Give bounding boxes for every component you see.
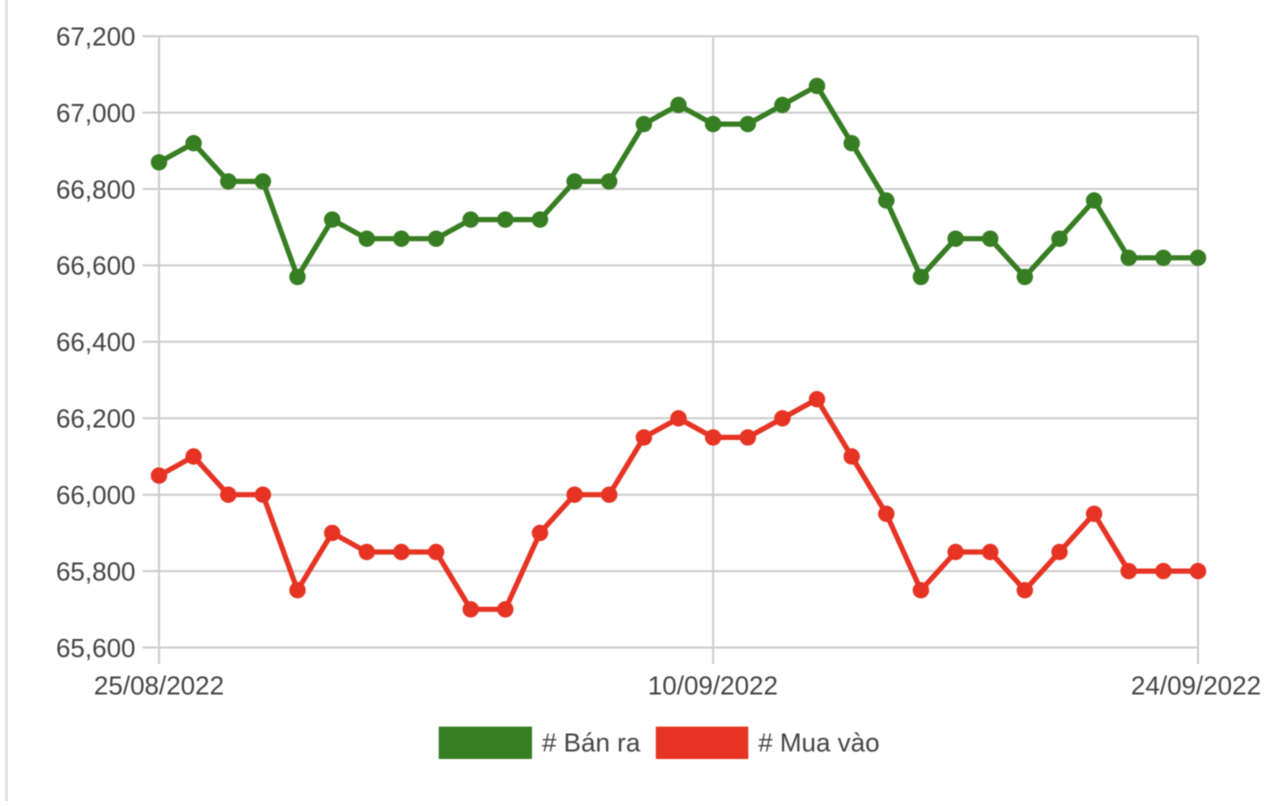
svg-text:65,600: 65,600 [56,633,136,663]
svg-text:# Mua vào: # Mua vào [758,728,879,758]
svg-text:24/09/2022: 24/09/2022 [1131,671,1261,701]
svg-text:67,200: 67,200 [56,22,136,52]
svg-text:65,800: 65,800 [56,556,136,586]
svg-text:66,000: 66,000 [56,480,136,510]
svg-text:66,800: 66,800 [56,174,136,204]
svg-text:10/09/2022: 10/09/2022 [648,671,778,701]
svg-text:67,000: 67,000 [56,98,136,128]
svg-text:# Bán ra: # Bán ra [542,728,641,758]
svg-text:66,200: 66,200 [56,404,136,434]
svg-text:66,600: 66,600 [56,251,136,281]
svg-text:25/08/2022: 25/08/2022 [94,671,224,701]
svg-text:66,400: 66,400 [56,327,136,357]
